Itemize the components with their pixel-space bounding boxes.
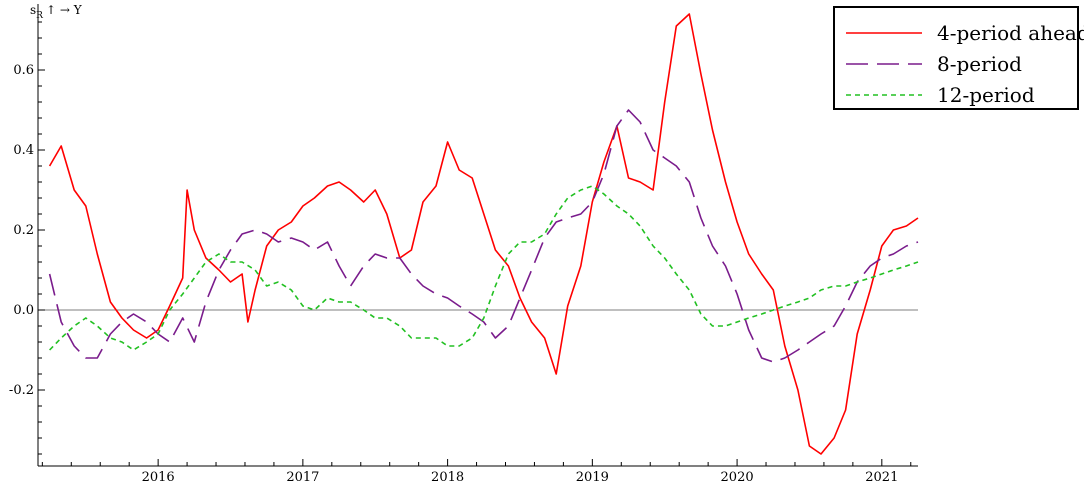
y-axis-title-subscript: R [36,11,43,21]
series-line-1 [48,13,919,455]
legend: 4-period ahead 8-period 12-period [833,6,1084,110]
legend-box [833,6,1079,110]
y-tick-label: 0.6 [13,63,34,78]
series-line-2 [48,109,919,363]
axes: 2016 2017 2018 2019 2020 2021 -0.2 0.0 0.2 0.4 0.… [9,4,918,485]
y-axis-title-base: s [30,3,36,17]
y-tick-label: 0.2 [13,223,34,238]
x-tick-label: 2019 [576,470,609,485]
x-tick-label: 2020 [721,470,754,485]
x-tick-label: 2016 [142,470,175,485]
legend-label-3: 12-period [937,83,1035,107]
y-tick-label: -0.2 [9,383,34,398]
y-axis-title-rest: ↑ → Y [46,3,83,17]
x-axis-ticks: 2016 2017 2018 2019 2020 2021 [41,459,912,485]
y-tick-label: 0.0 [13,303,34,318]
y-axis-ticks: -0.2 0.0 0.2 0.4 0.6 [9,21,45,455]
y-axis-title: sR ↑ → Y [30,3,83,21]
series-group [48,13,919,455]
series-line-3 [49,185,919,351]
legend-label-1: 4-period ahead [937,21,1084,45]
x-tick-label: 2018 [431,470,464,485]
x-tick-label: 2021 [865,470,898,485]
y-tick-label: 0.4 [13,143,34,158]
legend-label-2: 8-period [937,52,1022,76]
x-tick-label: 2017 [286,470,319,485]
